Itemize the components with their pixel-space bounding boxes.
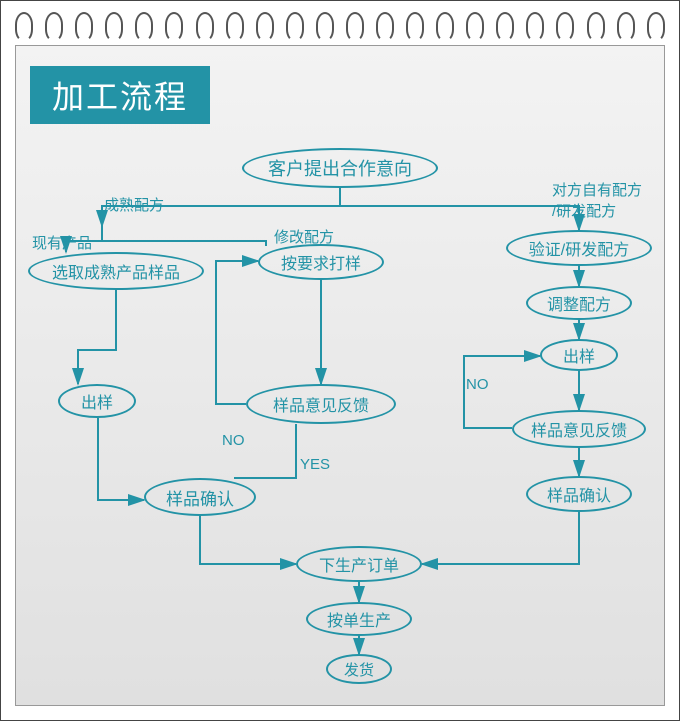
- edge-label: NO: [466, 376, 489, 393]
- spiral-binding: [1, 1, 679, 45]
- flow-node-n_start: 客户提出合作意向: [242, 148, 438, 188]
- flow-node-n_conf12: 样品确认: [144, 478, 256, 516]
- spiral-ring: [45, 12, 63, 42]
- spiral-ring: [226, 12, 244, 42]
- spiral-ring: [15, 12, 33, 42]
- page-frame: 加工流程 客户提出合作意向验证/研发配方调整配方出样样品意见反馈样品确认选取成熟…: [0, 0, 680, 721]
- spiral-ring: [346, 12, 364, 42]
- flowchart-page: 加工流程 客户提出合作意向验证/研发配方调整配方出样样品意见反馈样品确认选取成熟…: [15, 45, 665, 706]
- spiral-ring: [436, 12, 454, 42]
- spiral-ring: [587, 12, 605, 42]
- spiral-ring: [617, 12, 635, 42]
- edge-label: 现有产品: [32, 232, 92, 253]
- flow-node-n_ship: 发货: [326, 654, 392, 684]
- edge-label: NO: [222, 432, 245, 449]
- flow-node-n_prod: 按单生产: [306, 602, 412, 636]
- spiral-ring: [406, 12, 424, 42]
- flow-edge: [102, 226, 266, 246]
- edge-label: YES: [300, 456, 330, 473]
- flow-node-n_fb2: 样品意见反馈: [246, 384, 396, 424]
- flow-edge: [216, 261, 258, 404]
- flow-edge: [422, 512, 579, 564]
- spiral-ring: [75, 12, 93, 42]
- flow-node-n_adjust: 调整配方: [526, 286, 632, 320]
- edge-label: 修改配方: [274, 226, 334, 247]
- spiral-ring: [466, 12, 484, 42]
- spiral-ring: [316, 12, 334, 42]
- spiral-ring: [647, 12, 665, 42]
- flow-node-n_select: 选取成熟产品样品: [28, 252, 204, 290]
- flow-edge: [200, 516, 296, 564]
- spiral-ring: [196, 12, 214, 42]
- flow-node-n_out3: 出样: [540, 339, 618, 371]
- flow-edge: [340, 188, 579, 230]
- spiral-ring: [135, 12, 153, 42]
- flow-node-n_fb3: 样品意见反馈: [512, 410, 646, 448]
- flow-node-n_order: 下生产订单: [296, 546, 422, 582]
- spiral-ring: [526, 12, 544, 42]
- flow-node-n_out1: 出样: [58, 384, 136, 418]
- spiral-ring: [376, 12, 394, 42]
- spiral-ring: [256, 12, 274, 42]
- flow-edge: [78, 290, 116, 384]
- spiral-ring: [165, 12, 183, 42]
- flow-edge: [98, 418, 144, 500]
- spiral-ring: [105, 12, 123, 42]
- page-title: 加工流程: [30, 66, 210, 124]
- edge-label: 成熟配方: [104, 194, 164, 215]
- spiral-ring: [556, 12, 574, 42]
- edge-label: 对方自有配方 /研发配方: [552, 179, 642, 221]
- spiral-ring: [286, 12, 304, 42]
- flow-node-n_make: 按要求打样: [258, 244, 384, 280]
- flow-node-n_conf3: 样品确认: [526, 476, 632, 512]
- spiral-ring: [496, 12, 514, 42]
- flow-node-n_verify: 验证/研发配方: [506, 230, 652, 266]
